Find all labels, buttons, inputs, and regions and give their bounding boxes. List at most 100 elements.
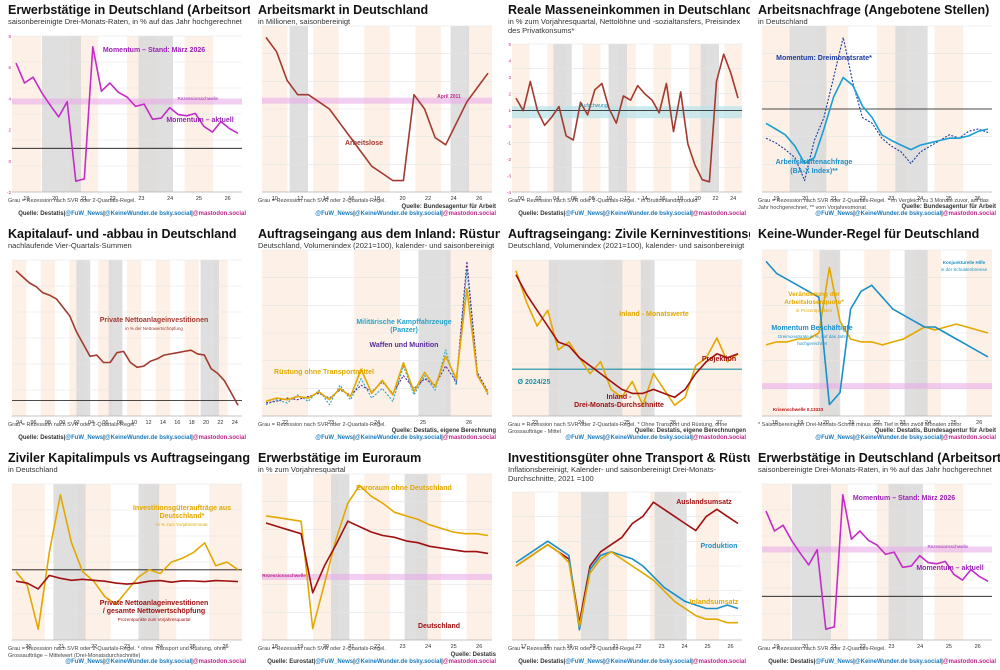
- source-fragment: |: [191, 211, 193, 217]
- chart-panel-p1: 19 20 21 22 23 24 25 26 8 6 4 2 0 -2 Momentum – Stand:…: [4, 2, 250, 222]
- plot-area: 22 23 24 25 26 Militärische Kampffahrzeuge(Pa…: [262, 249, 492, 426]
- annotation-label: Momentum – Stand: März 2026: [853, 495, 955, 502]
- x-tick-label: 18: [374, 196, 380, 202]
- x-tick-label: 19: [23, 196, 29, 202]
- annotation-label: in Prozentpunkten: [796, 308, 833, 313]
- x-tick-label: 22: [635, 644, 641, 650]
- annotation-label: Auslandsumsatz: [676, 499, 732, 506]
- x-tick-label: 24: [374, 420, 380, 426]
- annotation-label: Krisenschwelle 0,13333: [773, 407, 824, 412]
- source-fragment: @FuW_News: [65, 659, 104, 665]
- x-tick-label: 24: [167, 196, 173, 202]
- source-line-top: Quelle: Bundesagentur für Arbeit: [401, 204, 496, 210]
- series-line: [515, 543, 738, 627]
- x-tick-label: 20: [25, 644, 31, 650]
- source-line: @FuW_News|@KeineWunder.de bsky.social|@m…: [65, 659, 246, 665]
- source-fragment: |: [853, 435, 855, 441]
- source-fragment: @KeineWunder.de bsky.social: [854, 435, 942, 441]
- source-fragment: @KeineWunder.de bsky.social: [354, 659, 442, 665]
- source-fragment: @KeineWunder.de bsky.social: [354, 211, 442, 217]
- series-line: [265, 484, 489, 630]
- chart-note: Grau = Rezession nach SVR oder 2-Quartal…: [258, 198, 386, 204]
- threshold-band: [12, 98, 242, 105]
- x-tick-label: 10: [606, 196, 612, 202]
- source-fragment: |: [441, 211, 443, 217]
- x-tick-label: 20: [802, 196, 808, 202]
- x-tick-label: 20: [589, 644, 595, 650]
- x-tick-label: 25: [951, 420, 957, 426]
- source-line: @FuW_News|@KeineWunder.de bsky.social|@m…: [815, 211, 996, 217]
- source-line: Quelle: Destatis|@FuW_News|@KeineWunder.…: [518, 211, 746, 217]
- series-line: [15, 574, 239, 590]
- x-tick-label: 16: [659, 196, 665, 202]
- y-tick-label: 6: [8, 65, 11, 70]
- chart-note: Grau = Rezession nach SVR oder 2-Quartal…: [508, 646, 636, 652]
- plot-area: 00 02 04 06 08 10 12 14 16 18 20 22 24543210-1-2-3-4…: [507, 42, 742, 202]
- annotation-label: Private Nettoanlageinvestitionen: [100, 317, 209, 324]
- source-fragment: @FuW_News: [565, 435, 604, 441]
- series-line: [765, 260, 989, 406]
- source-fragment: @mastodon.social: [692, 659, 746, 665]
- source-fragment: Quelle: Destatis|: [18, 211, 66, 217]
- series-line: [15, 493, 239, 630]
- x-tick-label: 20: [203, 420, 209, 426]
- x-tick-label: 21: [612, 644, 618, 650]
- x-tick-label: 00: [59, 420, 65, 426]
- source-line: @FuW_News|@KeineWunder.de bsky.social|@m…: [565, 435, 746, 441]
- source-fragment: |: [853, 659, 855, 665]
- y-tick-label: 8: [8, 34, 11, 39]
- x-tick-label: 23: [124, 644, 130, 650]
- x-tick-label: 02: [535, 196, 541, 202]
- annotation-label: Deutschland: [418, 623, 460, 630]
- source-fragment: @mastodon.social: [442, 659, 496, 665]
- chart-title: Kapitalauf- und -abbau in Deutschland: [8, 227, 237, 241]
- x-tick-label: 18: [772, 420, 778, 426]
- y-tick-label: -4: [507, 190, 511, 195]
- x-tick-label: 22: [91, 644, 97, 650]
- source-line-top: Quelle: Destatis: [450, 652, 496, 658]
- annotation-label: Prozentpunkte zum Vorjahresquartal: [118, 617, 191, 622]
- x-tick-label: 19: [297, 644, 303, 650]
- source-fragment: @KeineWunder.de bsky.social: [854, 659, 942, 665]
- plot-area: 18 19 20 21 22 23 24 25 26 Veränderung derArbeits…: [762, 249, 992, 426]
- series-line: [15, 45, 239, 182]
- source-fragment: @FuW_News: [565, 211, 604, 217]
- x-tick-label: 18: [189, 420, 195, 426]
- x-tick-label: 26: [727, 644, 733, 650]
- source-line: Quelle: Destatis|@FuW_News|@KeineWunder.…: [18, 211, 246, 217]
- x-tick-label: 24: [917, 196, 923, 202]
- x-tick-label: 26: [670, 420, 676, 426]
- chart-subtitle: in Deutschland: [758, 17, 808, 26]
- x-tick-label: 21: [848, 420, 854, 426]
- chart-note: Grau = Rezession nach SVR oder 2-Quartal…: [8, 646, 227, 659]
- y-tick-label: 0: [8, 159, 11, 164]
- series-line: [765, 266, 989, 346]
- chart-panel-p5: 94 96 98 00 02 04 06 08 10 12 14 16 18 20 22 24 Private …: [4, 226, 250, 446]
- annotation-label: Investitionsgüteraufträge aus: [133, 505, 231, 512]
- y-tick-label: 4: [8, 96, 11, 101]
- annotation-label: Momentum – aktuell: [916, 565, 983, 572]
- threshold-band: [512, 106, 742, 118]
- source-fragment: |: [691, 211, 693, 217]
- series-line: [765, 76, 989, 165]
- annotation-label: Inland - Monatswerte: [619, 311, 689, 318]
- y-tick-label: -2: [7, 190, 11, 195]
- source-fragment: @FuW_News: [815, 435, 854, 441]
- x-tick-label: 17: [520, 644, 526, 650]
- source-fragment: @mastodon.social: [192, 659, 246, 665]
- chart-title: Erwerbstätige in Deutschland (Arbeitsort…: [8, 3, 250, 17]
- chart-note: Grau = Rezession nach SVR oder 2-Quartal…: [8, 422, 136, 428]
- chart-title: Ziviler Kapitalimpuls vs Auftragseingang: [8, 451, 250, 465]
- x-tick-label: 04: [88, 420, 94, 426]
- series-line: [515, 540, 739, 631]
- plot-area: 94 96 98 00 02 04 06 08 10 12 14 16 18 20 22 24 Private …: [12, 259, 242, 426]
- y-tick-label: 2: [508, 91, 511, 96]
- y-tick-label: 0: [508, 124, 511, 129]
- chart-title: Investitionsgüter ohne Transport & Rüstu…: [508, 451, 750, 465]
- y-tick-label: 3: [508, 75, 511, 80]
- chart-panel-p2: 10 12 14 16 18 20 22 24 26 April 2011 Arbeitslose A…: [254, 2, 500, 222]
- x-tick-label: 10: [131, 420, 137, 426]
- chart-panel-p6: 22 23 24 25 26 Militärische Kampffahrzeuge (Pa…: [254, 226, 500, 446]
- source-fragment: @KeineWunder.de bsky.social: [354, 435, 442, 441]
